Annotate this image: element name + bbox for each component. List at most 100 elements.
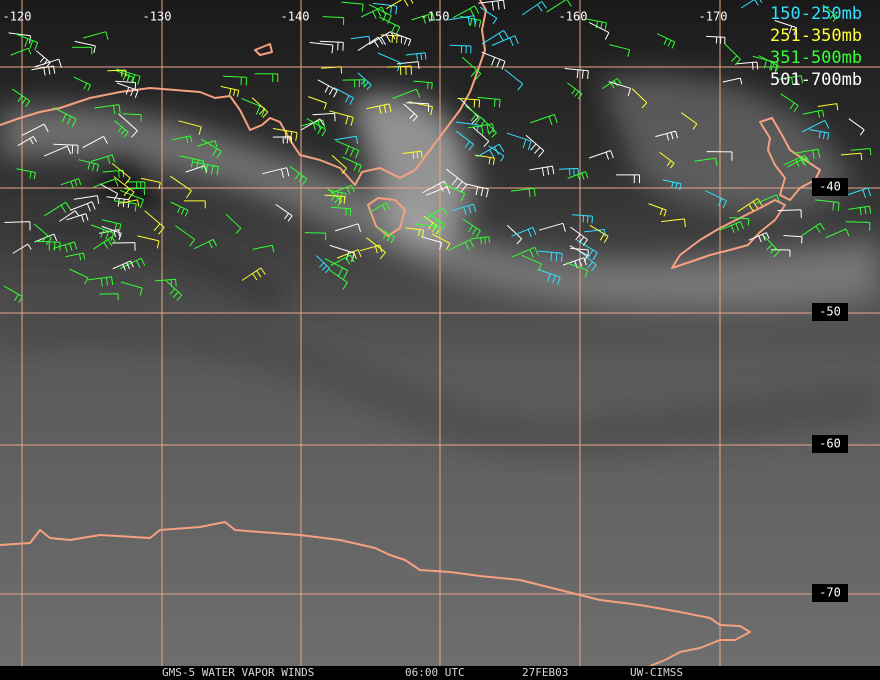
wind-barb [87, 276, 114, 287]
wind-barb [118, 199, 140, 207]
wind-barb [368, 31, 396, 46]
wind-barb [308, 96, 327, 110]
wind-barb [241, 267, 266, 281]
wind-barb [840, 152, 863, 161]
wind-barb [491, 35, 519, 47]
wind-barb [196, 140, 218, 148]
wind-barb [461, 56, 482, 81]
legend-entry: 251-350mb [770, 26, 862, 46]
footer-date: 27FEB03 [522, 666, 568, 679]
wind-barb [272, 136, 292, 144]
wind-barb [848, 118, 865, 136]
wind-barb [504, 69, 524, 91]
wind-barb [327, 189, 347, 201]
wind-barb [378, 16, 401, 35]
wind-barb [845, 221, 871, 231]
wind-barb [538, 222, 566, 232]
wind-barb [357, 72, 372, 90]
wind-barb [73, 76, 91, 91]
wind-barb [69, 268, 89, 285]
wind-barb [93, 236, 117, 250]
nz-south-island [671, 199, 786, 269]
antarctica-coast [0, 521, 751, 667]
wind-barb [334, 135, 359, 144]
wind-barb [117, 82, 139, 98]
label-bg [812, 303, 848, 321]
label-bg [812, 584, 848, 602]
wind-barb [427, 212, 446, 231]
wind-barb [179, 155, 205, 170]
wind-barb [90, 224, 115, 242]
wind-barb [462, 218, 481, 238]
wind-barb [59, 210, 80, 222]
wind-barb [321, 66, 343, 74]
wind-barb [537, 268, 561, 286]
wind-barb [99, 293, 119, 301]
wind-barb [373, 2, 398, 15]
wind-barb [183, 200, 206, 209]
kangaroo-island [254, 43, 273, 56]
wind-barb [661, 218, 686, 228]
wind-barb [66, 213, 89, 222]
wind-barb [777, 209, 802, 219]
wind-barb [694, 157, 718, 166]
wind-barb [122, 113, 142, 122]
wind-barb [220, 85, 240, 97]
wind-barb [185, 165, 208, 173]
wind-barb [350, 35, 371, 43]
wind-barb [809, 129, 830, 140]
wind-barb [448, 15, 476, 26]
wind-barb [584, 229, 606, 237]
wind-barb [107, 69, 127, 77]
wind-barb [567, 82, 583, 100]
wind-barb [330, 184, 356, 195]
wind-barb [521, 254, 542, 271]
footer-time: 06:00 UTC [405, 666, 465, 679]
wind-barb [83, 31, 109, 40]
wind-barb [460, 15, 482, 28]
wind-barb [609, 44, 631, 57]
wind-barb [464, 183, 489, 198]
wind-barb [319, 40, 344, 51]
wind-barb [193, 238, 217, 250]
wind-barb [506, 132, 532, 150]
wind-barb [331, 155, 347, 174]
wind-barb [21, 123, 49, 136]
longitude-label: -130 [143, 10, 172, 24]
wind-barb [763, 235, 780, 258]
wind-barb [706, 151, 733, 161]
wind-barb [115, 80, 137, 90]
wind-barb [16, 168, 36, 180]
wind-barb [324, 258, 349, 279]
wind-barb [578, 250, 597, 272]
wind-barb [631, 88, 648, 109]
wind-barb [566, 262, 589, 278]
wind-barb [140, 177, 161, 190]
wind-barb [482, 118, 497, 138]
wind-barb [272, 128, 298, 141]
wind-barb [172, 135, 193, 144]
wind-barb [525, 134, 545, 158]
wind-barb [415, 223, 441, 236]
wind-barb [115, 70, 134, 84]
wind-barb [170, 201, 189, 217]
wind-barb [341, 156, 362, 173]
wind-barb [455, 121, 479, 133]
wind-barb [31, 65, 56, 76]
longitude-label: -170 [699, 10, 728, 24]
wind-barb [449, 44, 472, 54]
wind-barb [403, 103, 418, 122]
wind-barb [814, 199, 840, 211]
wind-barb [546, 0, 572, 13]
wind-barb [740, 0, 763, 9]
longitude-label: -160 [559, 10, 588, 24]
wind-barb [33, 223, 52, 246]
wind-barb [170, 175, 192, 199]
wind-barb [570, 226, 588, 246]
wind-barb [368, 4, 392, 24]
legend-entry: 150-250mb [770, 4, 862, 24]
wind-barb [783, 154, 809, 167]
wind-barbs [3, 0, 872, 304]
wind-barb [431, 233, 451, 250]
wind-barb [481, 29, 509, 45]
